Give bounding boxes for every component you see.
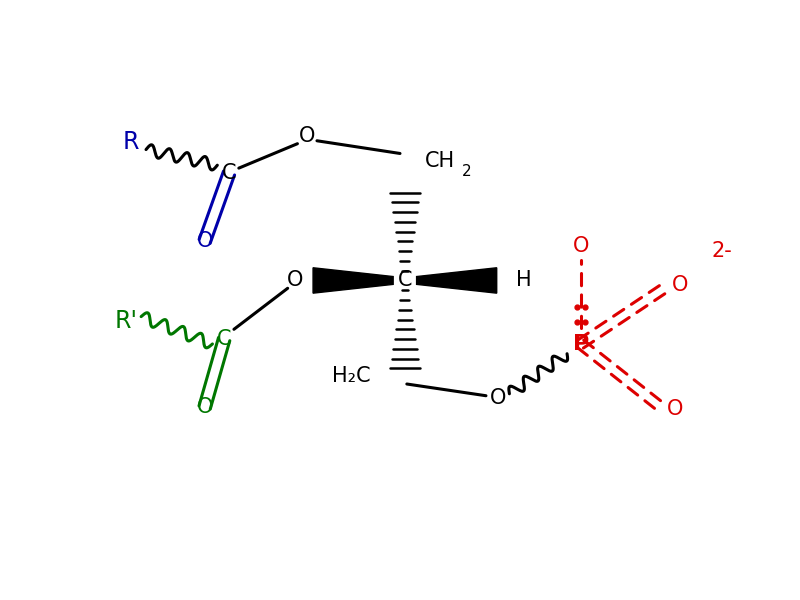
Text: O: O <box>490 388 506 407</box>
Text: O: O <box>197 397 213 418</box>
Text: O: O <box>299 126 315 146</box>
Text: CH: CH <box>425 151 454 171</box>
Text: H₂C: H₂C <box>332 366 370 386</box>
Text: O: O <box>672 275 689 295</box>
Text: O: O <box>573 236 589 256</box>
Text: O: O <box>197 232 213 251</box>
Text: 2: 2 <box>462 164 471 179</box>
Text: H: H <box>516 271 532 290</box>
Text: R': R' <box>115 310 138 334</box>
Text: 2-: 2- <box>712 241 733 261</box>
Text: O: O <box>287 271 304 290</box>
Text: P: P <box>573 334 589 354</box>
Polygon shape <box>313 268 393 293</box>
Text: C: C <box>222 163 236 183</box>
Text: R: R <box>123 130 140 154</box>
Text: O: O <box>667 400 684 419</box>
Text: C: C <box>398 271 412 290</box>
Polygon shape <box>417 268 497 293</box>
Text: C: C <box>217 329 231 349</box>
